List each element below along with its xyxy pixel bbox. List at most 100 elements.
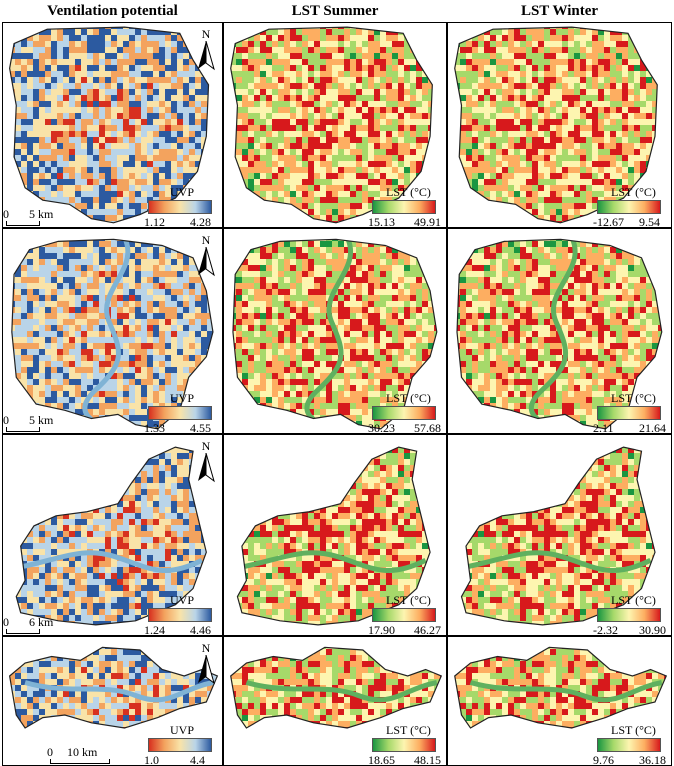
- legend-max-value: 4.55: [190, 421, 211, 434]
- color-legend: UVP 1.24 4.46: [144, 593, 222, 636]
- legend-min-value: 1.33: [144, 421, 165, 434]
- legend-color-ramp: [372, 738, 436, 752]
- column-header-lst-summer: LST Summer: [291, 3, 379, 19]
- legend-min-value: 2.11: [593, 421, 614, 434]
- city-boundary: [460, 446, 656, 626]
- legend-max-value: 57.68: [414, 421, 441, 434]
- scale-line: [6, 629, 40, 634]
- legend-max-value: 46.27: [414, 623, 441, 636]
- scale-label: 5 km: [29, 413, 54, 427]
- legend-min-value: -2.32: [593, 623, 618, 636]
- legend-min-value: -12.67: [593, 215, 624, 228]
- legend-title: LST (°C): [611, 391, 656, 405]
- city-map: [230, 646, 443, 729]
- legend-max-value: 36.18: [639, 753, 666, 766]
- legend-color-ramp: [148, 738, 212, 752]
- scale-bar: 0 5 km: [3, 207, 83, 227]
- north-label: N: [201, 233, 211, 247]
- legend-color-ramp: [597, 406, 661, 420]
- city-boundary: [11, 238, 214, 430]
- legend-title: LST (°C): [386, 391, 431, 405]
- column-header-ventilation: Ventilation potential: [47, 3, 178, 19]
- city-boundary: [456, 238, 663, 430]
- legend-max-value: 9.54: [639, 215, 660, 228]
- map-panel-row2-winter: LST (°C) 2.11 21.64: [447, 228, 672, 434]
- map-panel-row3-uvp: UVP 1.24 4.46 N 0 6 km: [2, 434, 223, 636]
- map-panel-row2-uvp: UVP 1.33 4.55 N 0 5 km: [2, 228, 223, 434]
- legend-max-value: 4.46: [190, 623, 211, 636]
- map-panel-row3-summer: LST (°C) 17.90 46.27: [223, 434, 447, 636]
- legend-color-ramp: [597, 738, 661, 752]
- scale-bar: 0 10 km: [47, 745, 127, 765]
- city-map: [230, 26, 433, 224]
- map-grid: UVP 1.12 4.28 N 0 5 km LST (°C) 15.13 49.91 LST (…: [2, 22, 672, 766]
- city-boundary: [454, 646, 668, 729]
- legend-max-value: 49.91: [414, 215, 441, 228]
- city-boundary: [230, 646, 443, 729]
- color-legend: UVP 1.33 4.55: [144, 391, 222, 434]
- city-boundary: [236, 446, 431, 626]
- north-arrow-icon: N: [194, 641, 218, 685]
- river: [16, 550, 204, 573]
- city-map: [460, 446, 656, 626]
- map-raster: [11, 239, 213, 429]
- scale-zero: 0: [3, 413, 9, 427]
- legend-title: LST (°C): [386, 185, 431, 199]
- north-arrow-icon: N: [194, 27, 218, 71]
- north-label: N: [201, 439, 211, 453]
- legend-min-value: 1.12: [144, 215, 165, 228]
- map-panel-row4-summer: LST (°C) 18.65 48.15: [223, 636, 447, 766]
- legend-title: LST (°C): [611, 185, 656, 199]
- legend-title: UVP: [170, 723, 195, 737]
- legend-title: LST (°C): [611, 593, 656, 607]
- legend-title: LST (°C): [611, 723, 656, 737]
- legend-min-value: 1.24: [144, 623, 165, 636]
- legend-min-value: 15.13: [368, 215, 395, 228]
- map-raster: [457, 239, 662, 429]
- color-legend: UVP 1.0 4.4: [144, 723, 222, 766]
- map-panel-row4-winter: LST (°C) 9.76 36.18: [447, 636, 672, 766]
- map-panel-row3-winter: LST (°C) -2.32 30.90: [447, 434, 672, 636]
- scale-zero: 0: [3, 615, 9, 629]
- city-boundary: [230, 26, 433, 224]
- city-map: [454, 646, 668, 729]
- scale-bar: 0 6 km: [3, 615, 83, 635]
- river: [245, 680, 438, 703]
- color-legend: UVP 1.12 4.28: [144, 185, 222, 228]
- legend-max-value: 30.90: [639, 623, 666, 636]
- city-boundary: [9, 26, 210, 224]
- legend-title: LST (°C): [386, 723, 431, 737]
- legend-max-value: 4.4: [190, 753, 205, 766]
- north-label: N: [201, 641, 211, 655]
- map-panel-row1-winter: LST (°C) -12.67 9.54: [447, 22, 672, 228]
- city-map: [236, 446, 431, 626]
- legend-max-value: 4.28: [190, 215, 211, 228]
- legend-color-ramp: [148, 406, 212, 420]
- scale-zero: 0: [47, 745, 53, 759]
- river: [24, 680, 214, 703]
- legend-title: LST (°C): [386, 593, 431, 607]
- legend-min-value: 9.76: [593, 753, 614, 766]
- city-map: [232, 238, 438, 430]
- river: [237, 550, 427, 573]
- column-header-lst-winter: LST Winter: [520, 3, 599, 19]
- legend-min-value: 17.90: [368, 623, 395, 636]
- north-label: N: [201, 27, 211, 41]
- legend-color-ramp: [148, 200, 212, 214]
- scale-bar: 0 5 km: [3, 413, 83, 433]
- map-raster: [9, 27, 209, 223]
- color-legend: LST (°C) 2.11 21.64: [593, 391, 671, 433]
- legend-title: UVP: [170, 185, 195, 199]
- city-map: [11, 238, 214, 430]
- map-panel-row2-summer: LST (°C) 30.23 57.68: [223, 228, 447, 434]
- north-arrow-icon: N: [194, 233, 218, 277]
- map-panel-row1-summer: LST (°C) 15.13 49.91: [223, 22, 447, 228]
- city-map: [456, 238, 663, 430]
- color-legend: LST (°C) 30.23 57.68: [368, 391, 446, 434]
- legend-min-value: 1.0: [144, 753, 159, 766]
- map-raster: [9, 647, 218, 728]
- color-legend: LST (°C) 9.76 36.18: [593, 723, 671, 766]
- river: [469, 680, 663, 703]
- scale-line: [50, 759, 110, 764]
- color-legend: LST (°C) 18.65 48.15: [368, 723, 446, 765]
